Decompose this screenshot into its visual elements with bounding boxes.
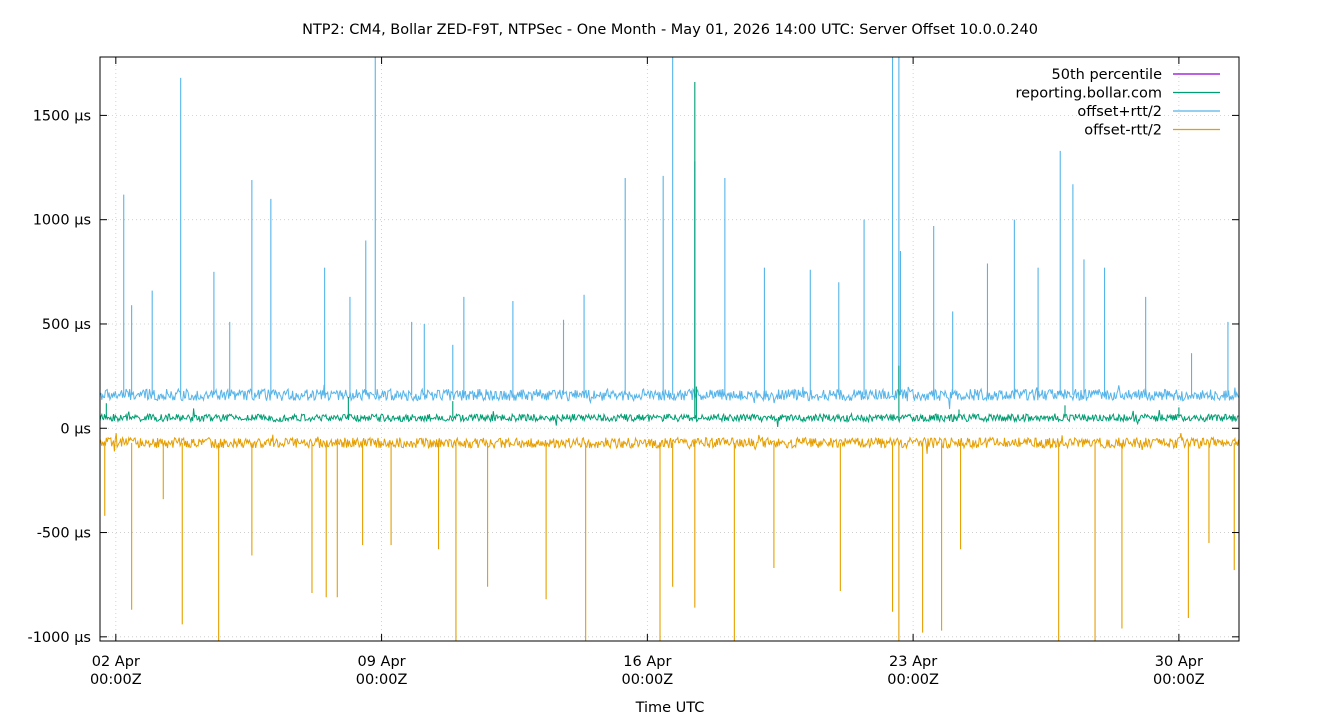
y-tick-label: 0 µs	[60, 421, 91, 437]
y-tick-label: -1000 µs	[27, 630, 91, 646]
x-tick-label: 16 Apr	[623, 654, 671, 670]
x-tick-label-time: 00:00Z	[90, 672, 142, 688]
x-tick-label: 23 Apr	[889, 654, 937, 670]
x-tick-label-time: 00:00Z	[621, 672, 673, 688]
series-offset-rtt-2	[99, 57, 1239, 410]
series-offset-rtt-2	[99, 433, 1239, 641]
y-tick-label: 500 µs	[42, 317, 91, 333]
legend: 50th percentile reporting.bollar.com offse…	[1015, 67, 1220, 139]
x-tick-label: 02 Apr	[92, 654, 140, 670]
legend-label: offset-rtt/2	[1084, 123, 1162, 139]
x-tick-label: 30 Apr	[1155, 654, 1203, 670]
series-reporting-bollar-com	[99, 82, 1239, 427]
legend-label: 50th percentile	[1052, 67, 1163, 83]
x-axis-label: Time UTC	[635, 700, 705, 716]
x-tick-label-time: 00:00Z	[887, 672, 939, 688]
plot-border	[99, 56, 1240, 642]
series-band	[99, 408, 1239, 427]
y-tick-label: 1500 µs	[33, 108, 91, 124]
series-band	[99, 433, 1239, 454]
x-tick-label-time: 00:00Z	[356, 672, 408, 688]
chart-title: NTP2: CM4, Bollar ZED-F9T, NTPSec - One …	[302, 22, 1038, 38]
series-band	[99, 384, 1239, 410]
y-tick-label: 1000 µs	[33, 213, 91, 229]
legend-label: reporting.bollar.com	[1015, 86, 1162, 102]
grid-lines	[100, 57, 1239, 641]
x-tick-label-time: 00:00Z	[1153, 672, 1205, 688]
series-layer	[99, 57, 1239, 641]
y-tick-label: -500 µs	[37, 526, 91, 542]
legend-label: offset+rtt/2	[1077, 104, 1162, 120]
x-tick-label: 09 Apr	[358, 654, 406, 670]
